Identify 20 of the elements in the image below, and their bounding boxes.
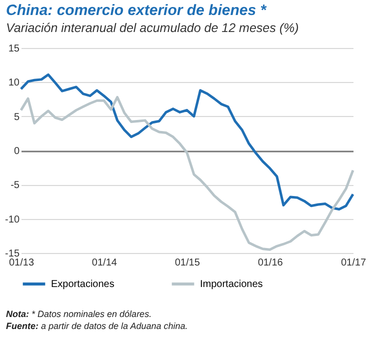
y-tick-label: 5 [14, 112, 20, 123]
x-tick-label: 01/17 [340, 258, 366, 268]
x-tick-label: 01/13 [8, 258, 34, 268]
y-tick-label: -5 [10, 180, 20, 192]
chart-subtitle: Variación interanual del acumulado de 12 meses (%) [6, 21, 300, 35]
y-tick-label: -10 [5, 214, 20, 226]
legend-label: Importaciones [200, 279, 263, 290]
text: Nota: * Datos nominales en dólares. [6, 308, 153, 320]
x-tick-label: 01/16 [258, 258, 284, 268]
line-series [20, 73, 354, 211]
y-tick-label: 0 [14, 146, 20, 157]
source-note: Fuente: a partir de datos de la Aduana china. [6, 320, 189, 332]
x-tick-label: 01/14 [92, 258, 118, 268]
legend-label: Exportaciones [51, 279, 114, 290]
y-tick-label: 10 [8, 78, 20, 89]
x-tick-label: 01/15 [174, 258, 200, 268]
line-series [20, 96, 354, 251]
y-tick-label: 15 [8, 44, 20, 54]
chart-title: China: comercio exterior de bienes * [6, 2, 268, 19]
y-tick-label: -15 [5, 248, 20, 260]
